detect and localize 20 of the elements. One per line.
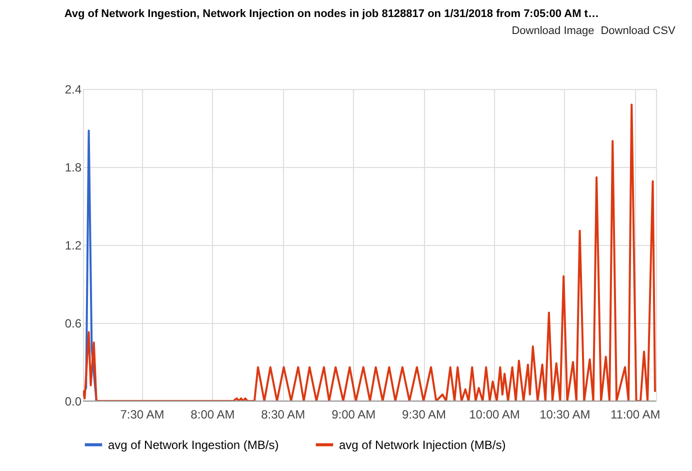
text: Download Image (512, 25, 594, 37)
x-tick-label: 11:00 AM (610, 408, 660, 422)
legend-label: avg of Network Injection (MB/s) (339, 438, 506, 452)
y-tick-label: 0.6 (64, 316, 82, 330)
y-tick-label: 1.2 (64, 238, 82, 252)
text: Download CSV (600, 25, 676, 37)
line-series (83, 130, 98, 401)
y-tick-label: 1.8 (64, 160, 82, 174)
line-series (83, 104, 656, 401)
y-tick-label: 0.0 (64, 394, 82, 408)
chart-title: Avg of Network Ingestion, Network Injection on nodes in job 8128817 on 1/31/2018 from 7:05:00 AM t… (64, 8, 599, 20)
x-tick-label: 8:30 AM (261, 408, 306, 422)
legend-label: avg of Network Ingestion (MB/s) (108, 438, 279, 452)
y-tick-label: 2.4 (64, 82, 82, 96)
x-tick-label: 10:30 AM (540, 408, 590, 422)
x-tick-label: 8:00 AM (190, 408, 235, 422)
x-tick-label: 10:00 AM (469, 408, 520, 422)
x-tick-label: 9:00 AM (332, 408, 376, 422)
x-tick-label: 7:30 AM (120, 408, 164, 422)
x-tick-label: 9:30 AM (402, 408, 446, 422)
